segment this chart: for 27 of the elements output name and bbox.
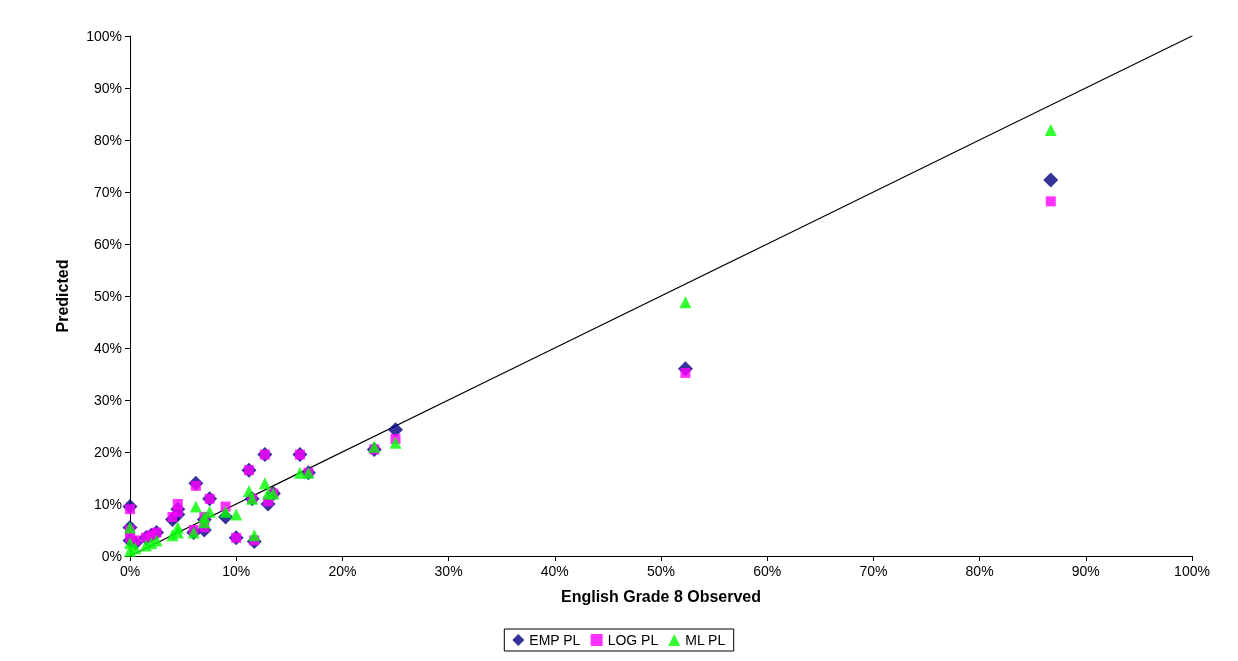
x-tick-label: 100% <box>1174 563 1210 579</box>
y-tick-label: 10% <box>93 496 122 512</box>
y-tick-label: 90% <box>93 80 122 96</box>
x-tick-label: 40% <box>540 563 569 579</box>
y-tick-label: 20% <box>93 444 122 460</box>
x-tick-label: 10% <box>222 563 251 579</box>
x-tick-label: 80% <box>965 563 994 579</box>
x-tick-label: 60% <box>753 563 782 579</box>
legend-label: LOG PL <box>607 632 659 648</box>
x-tick-label: 50% <box>646 563 676 579</box>
x-axis-title: English Grade 8 Observed <box>560 587 762 605</box>
y-tick-label: 50% <box>93 288 122 304</box>
y-tick-label: 100% <box>86 28 122 44</box>
x-tick-label: 90% <box>1071 563 1100 579</box>
y-tick-label: 70% <box>93 184 122 200</box>
x-tick-label: 70% <box>859 563 888 579</box>
legend-label: ML PL <box>685 632 726 648</box>
x-tick-label: 0% <box>119 563 141 579</box>
y-tick-label: 60% <box>93 236 122 252</box>
y-tick-label: 0% <box>101 548 122 564</box>
y-axis-title: Predicted <box>53 259 71 333</box>
y-tick-label: 30% <box>93 392 122 408</box>
legend-label: EMP PL <box>529 632 581 648</box>
x-tick-label: 20% <box>328 563 357 579</box>
y-tick-label: 40% <box>93 340 122 356</box>
x-tick-label: 30% <box>434 563 463 579</box>
y-tick-label: 80% <box>93 132 122 148</box>
